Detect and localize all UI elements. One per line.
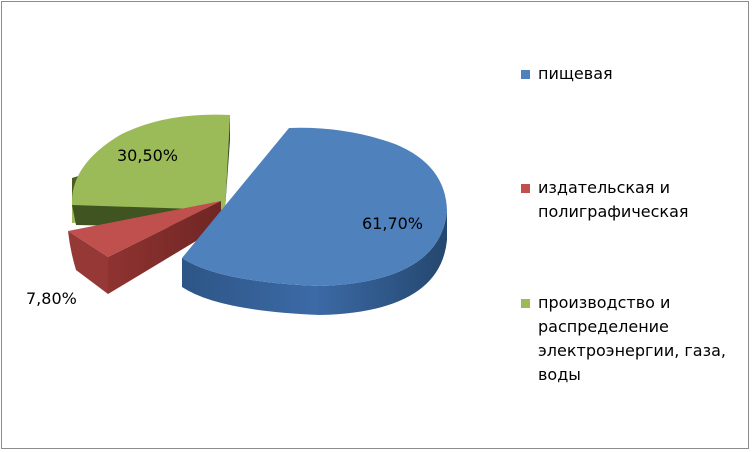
legend-label: производство и распределение электроэнер… [538, 293, 727, 384]
pie-slice-electricity [71, 114, 230, 228]
legend-swatch [521, 70, 530, 79]
pie-slice-publishing [68, 201, 221, 294]
legend-label: издательская и полиграфическая [538, 178, 689, 221]
legend-label: пищевая [538, 64, 613, 83]
data-label-publishing: 7,80% [26, 289, 77, 308]
data-label-electricity: 30,50% [117, 146, 178, 165]
pie-slice-food [182, 127, 447, 315]
legend-swatch [521, 299, 530, 308]
legend-swatch [521, 184, 530, 193]
data-label-food: 61,70% [362, 214, 423, 233]
